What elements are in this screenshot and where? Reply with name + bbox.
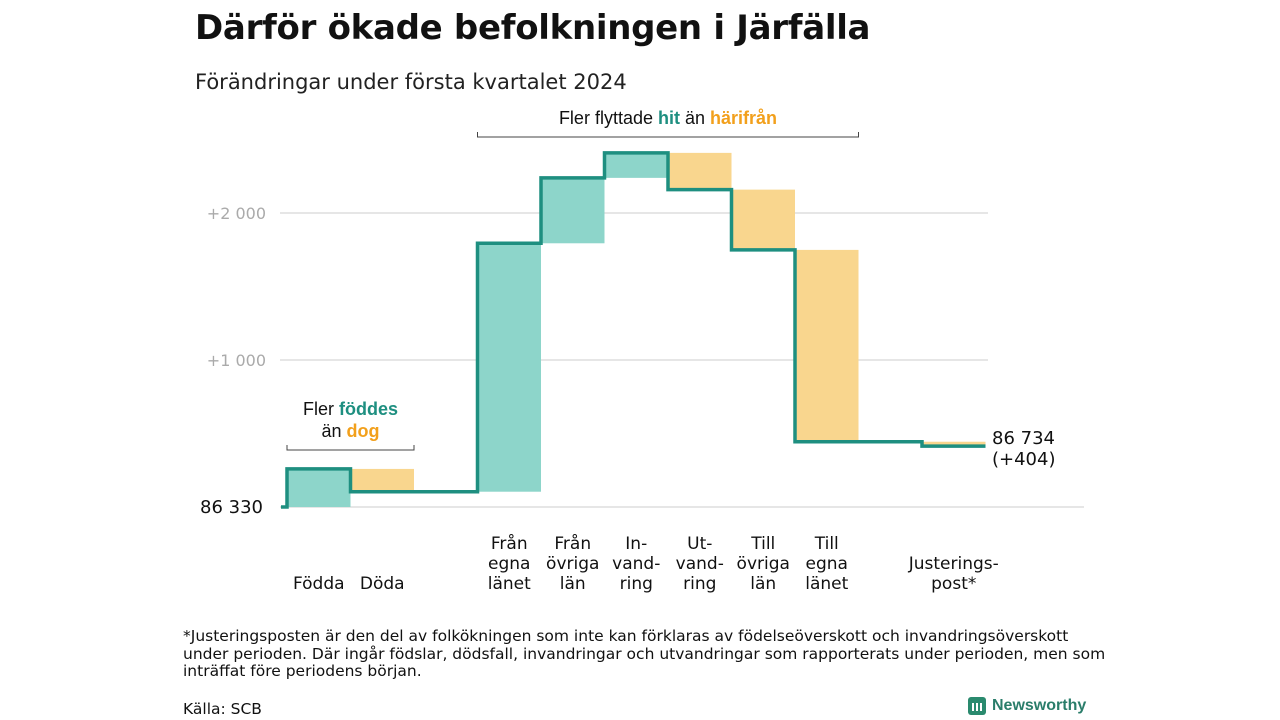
category-label: Justerings-: [908, 554, 999, 574]
category-label: länet: [805, 574, 848, 594]
waterfall-bar: [731, 189, 795, 250]
category-label: ring: [683, 574, 716, 594]
category-label: Från: [554, 533, 591, 554]
newsworthy-logo-icon: [968, 697, 986, 715]
annotation-segment: än: [321, 421, 346, 441]
brand-name: Newsworthy: [992, 697, 1087, 714]
category-label: egna: [806, 554, 848, 574]
waterfall-bar: [477, 243, 541, 492]
annotation-segment: dog: [347, 421, 380, 441]
category-label: Födda: [293, 574, 345, 594]
waterfall-bar: [287, 468, 351, 507]
waterfall-bar: [604, 152, 668, 178]
y-tick-label: +1 000: [207, 351, 266, 370]
annotation-segment: Fler flyttade: [559, 108, 658, 128]
category-label: In-: [625, 534, 647, 554]
annotation-bracket: [286, 445, 415, 451]
category-label: Ut-: [687, 534, 712, 554]
annotation-segment: än: [680, 108, 710, 128]
category-label: Till: [814, 534, 839, 554]
source-label: Källa: SCB: [183, 700, 262, 718]
chart-title: Därför ökade befolkningen i Järfälla: [195, 8, 871, 48]
category-label: ring: [620, 574, 653, 594]
waterfall-bar: [795, 249, 859, 442]
waterfall-bar: [668, 152, 732, 190]
waterfall-bar: [350, 468, 414, 492]
category-label: län: [560, 574, 586, 594]
annotation-text: Fler flyttade hit än härifrån: [559, 108, 777, 128]
brand-logo: Newsworthy: [968, 697, 1086, 715]
y-tick-label: +2 000: [207, 204, 266, 223]
cumulative-step-line: [281, 151, 986, 509]
annotation-bracket: [477, 132, 859, 138]
category-label: Till: [750, 534, 775, 554]
annotation-text: Fler föddes: [303, 399, 398, 419]
category-label: vand-: [612, 554, 660, 574]
footnote: *Justeringsposten är den del av folkökni…: [183, 627, 1106, 680]
annotation-segment: föddes: [339, 399, 398, 419]
annotation-segment: Fler: [303, 399, 339, 419]
category-label: Döda: [360, 574, 405, 594]
category-label: vand-: [676, 554, 724, 574]
category-label: övriga: [737, 554, 790, 574]
category-label: övriga: [546, 554, 599, 574]
annotation-segment: hit: [658, 108, 680, 128]
end-value-label: (+404): [992, 449, 1055, 470]
waterfall-bar: [922, 441, 986, 447]
category-label: egna: [488, 554, 530, 574]
end-value-label: 86 734: [992, 428, 1055, 449]
category-label: post*: [931, 574, 976, 594]
start-value-label: 86 330: [200, 497, 263, 518]
category-label: länet: [488, 574, 531, 594]
annotation-text: än dog: [321, 421, 379, 441]
annotation-segment: härifrån: [710, 108, 777, 128]
waterfall-bar: [541, 177, 605, 244]
chart-subtitle: Förändringar under första kvartalet 2024: [195, 70, 627, 94]
category-label: län: [750, 574, 776, 594]
category-label: Från: [491, 533, 528, 554]
